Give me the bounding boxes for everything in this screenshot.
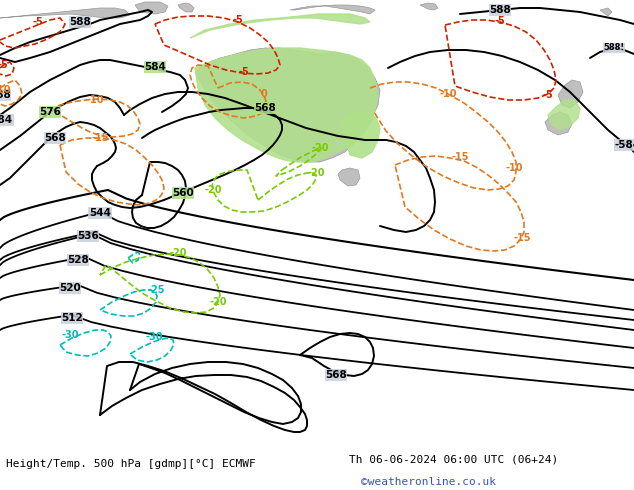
Text: -20: -20 (169, 248, 187, 258)
Polygon shape (420, 3, 438, 10)
Polygon shape (545, 112, 572, 135)
Polygon shape (178, 3, 194, 12)
Text: 568: 568 (325, 370, 347, 380)
Text: 588: 588 (69, 17, 91, 27)
Text: 0: 0 (261, 89, 268, 99)
Text: 568: 568 (44, 133, 66, 143)
Text: -5: -5 (0, 60, 8, 70)
Text: ©weatheronline.co.uk: ©weatheronline.co.uk (361, 477, 496, 487)
Polygon shape (558, 80, 583, 108)
Text: 576: 576 (39, 107, 61, 117)
Text: 512: 512 (61, 313, 83, 323)
Text: -15: -15 (91, 133, 109, 143)
Text: -5: -5 (495, 16, 505, 26)
Text: -10: -10 (505, 163, 523, 173)
Text: -5: -5 (233, 15, 243, 25)
Text: -30: -30 (145, 332, 163, 342)
Text: 536: 536 (77, 231, 99, 241)
Text: 588!: 588! (604, 44, 624, 52)
Text: Height/Temp. 500 hPa [gdmp][°C] ECMWF: Height/Temp. 500 hPa [gdmp][°C] ECMWF (6, 459, 256, 469)
Text: 568: 568 (254, 103, 276, 113)
Polygon shape (135, 2, 168, 14)
Text: -5: -5 (238, 67, 249, 77)
Text: -10: -10 (86, 95, 104, 105)
Text: -20: -20 (209, 297, 227, 307)
Text: -30: -30 (61, 330, 79, 340)
Text: -25: -25 (147, 285, 165, 295)
Text: -20: -20 (204, 185, 222, 195)
Text: Th 06-06-2024 06:00 UTC (06+24): Th 06-06-2024 06:00 UTC (06+24) (349, 455, 558, 465)
Text: 528: 528 (67, 255, 89, 265)
Text: -15: -15 (451, 152, 469, 162)
Text: -584: -584 (0, 115, 13, 125)
Text: -10: -10 (439, 89, 456, 99)
Text: 588: 588 (489, 5, 511, 15)
Text: 584: 584 (144, 62, 166, 72)
Text: -20: -20 (307, 168, 325, 178)
Polygon shape (195, 48, 380, 162)
Text: -20: -20 (311, 143, 329, 153)
Text: -5: -5 (543, 90, 553, 100)
Text: 588: 588 (0, 90, 11, 100)
Polygon shape (340, 112, 380, 158)
Polygon shape (600, 8, 612, 16)
Polygon shape (338, 168, 360, 186)
Text: 520: 520 (59, 283, 81, 293)
Text: 544: 544 (89, 208, 111, 218)
Text: -5: -5 (32, 17, 43, 27)
Text: -10: -10 (0, 85, 11, 95)
Text: -15: -15 (514, 233, 531, 243)
Polygon shape (548, 100, 580, 130)
Polygon shape (290, 5, 375, 14)
Polygon shape (190, 14, 370, 38)
Polygon shape (0, 8, 130, 18)
Text: 560: 560 (172, 188, 194, 198)
Polygon shape (195, 48, 378, 162)
Text: -584: -584 (615, 140, 634, 150)
